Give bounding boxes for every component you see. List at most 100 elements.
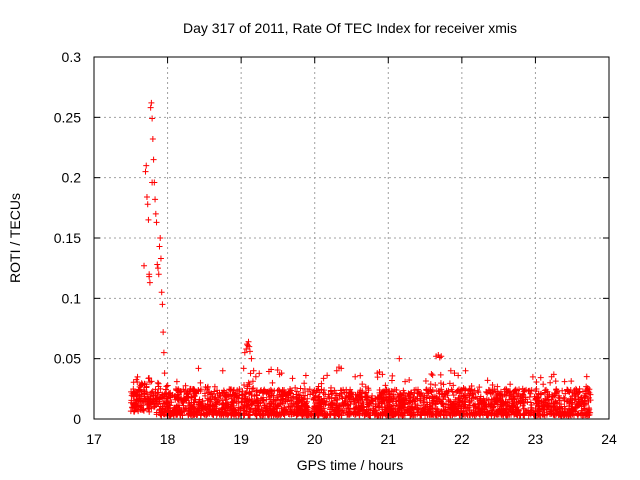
roti-point (492, 397, 499, 404)
roti-point (185, 394, 192, 401)
roti-point (305, 404, 312, 411)
roti-point (575, 396, 582, 403)
roti-point (272, 410, 279, 417)
roti-point (337, 402, 344, 409)
roti-point (429, 372, 436, 379)
x-tick-label: 20 (307, 431, 323, 447)
roti-point (428, 370, 435, 377)
roti-point (154, 390, 161, 397)
x-tick-label: 22 (454, 431, 470, 447)
roti-point (345, 389, 352, 396)
roti-point (146, 399, 153, 406)
x-tick-label: 17 (86, 431, 102, 447)
roti-point (415, 409, 422, 416)
roti-point (143, 384, 150, 391)
roti-point (334, 396, 341, 403)
roti-point (475, 389, 482, 396)
roti-point (569, 405, 576, 412)
roti-point (197, 379, 204, 386)
roti-point (282, 398, 289, 405)
roti-point (312, 392, 319, 399)
roti-point (265, 412, 272, 419)
roti-point (389, 411, 396, 418)
grid-lines (94, 57, 609, 419)
roti-point (567, 397, 574, 404)
roti-point (369, 409, 376, 416)
roti-point (503, 392, 510, 399)
roti-point (406, 403, 413, 410)
roti-point (258, 387, 265, 394)
roti-point (275, 394, 282, 401)
roti-point (213, 405, 220, 412)
roti-point (253, 397, 260, 404)
roti-point (157, 412, 164, 419)
roti-point (253, 391, 260, 398)
roti-point (462, 367, 469, 374)
roti-point (359, 381, 366, 388)
roti-point (285, 410, 292, 417)
roti-point (585, 388, 592, 395)
roti-point (220, 387, 227, 394)
roti-point (572, 392, 579, 399)
roti-point (293, 412, 300, 419)
roti-point (147, 390, 154, 397)
roti-point (352, 404, 359, 411)
roti-point (266, 393, 273, 400)
roti-point (484, 377, 491, 384)
roti-point (346, 390, 353, 397)
roti-point (302, 372, 309, 379)
roti-point (425, 387, 432, 394)
roti-point (144, 201, 151, 208)
roti-point (152, 210, 159, 217)
roti-point (542, 399, 549, 406)
roti-point (184, 393, 191, 400)
roti-point (579, 409, 586, 416)
roti-point (436, 410, 443, 417)
roti-point (149, 115, 156, 122)
roti-point (137, 392, 144, 399)
roti-point (150, 156, 157, 163)
roti-point (466, 392, 473, 399)
roti-point (445, 396, 452, 403)
roti-point (161, 370, 168, 377)
roti-point (468, 386, 475, 393)
roti-point (379, 398, 386, 405)
roti-point (301, 411, 308, 418)
roti-point (536, 411, 543, 418)
roti-point (450, 382, 457, 389)
roti-point (359, 404, 366, 411)
roti-point (344, 410, 351, 417)
roti-point (247, 370, 254, 377)
roti-point (484, 389, 491, 396)
roti-point (396, 398, 403, 405)
roti-point (321, 387, 328, 394)
roti-point (247, 406, 254, 413)
roti-point (322, 391, 329, 398)
roti-point (449, 404, 456, 411)
roti-point (274, 403, 281, 410)
roti-point (361, 407, 368, 414)
roti-point (302, 408, 309, 415)
roti-point (252, 373, 259, 380)
roti-point (547, 379, 554, 386)
roti-point (476, 384, 483, 391)
roti-point (441, 412, 448, 419)
roti-point (526, 394, 533, 401)
roti-point (537, 412, 544, 419)
roti-point (195, 388, 202, 395)
roti-point (440, 381, 447, 388)
roti-point (207, 408, 214, 415)
roti-point (206, 409, 213, 416)
roti-point (152, 386, 159, 393)
roti-point (188, 406, 195, 413)
x-tick-label: 23 (528, 431, 544, 447)
roti-point (250, 367, 257, 374)
roti-point (278, 370, 285, 377)
roti-point (521, 410, 528, 417)
roti-point (246, 343, 253, 350)
roti-point (258, 406, 265, 413)
roti-point (286, 404, 293, 411)
roti-point (509, 398, 516, 405)
roti-point (294, 388, 301, 395)
roti-point (313, 387, 320, 394)
